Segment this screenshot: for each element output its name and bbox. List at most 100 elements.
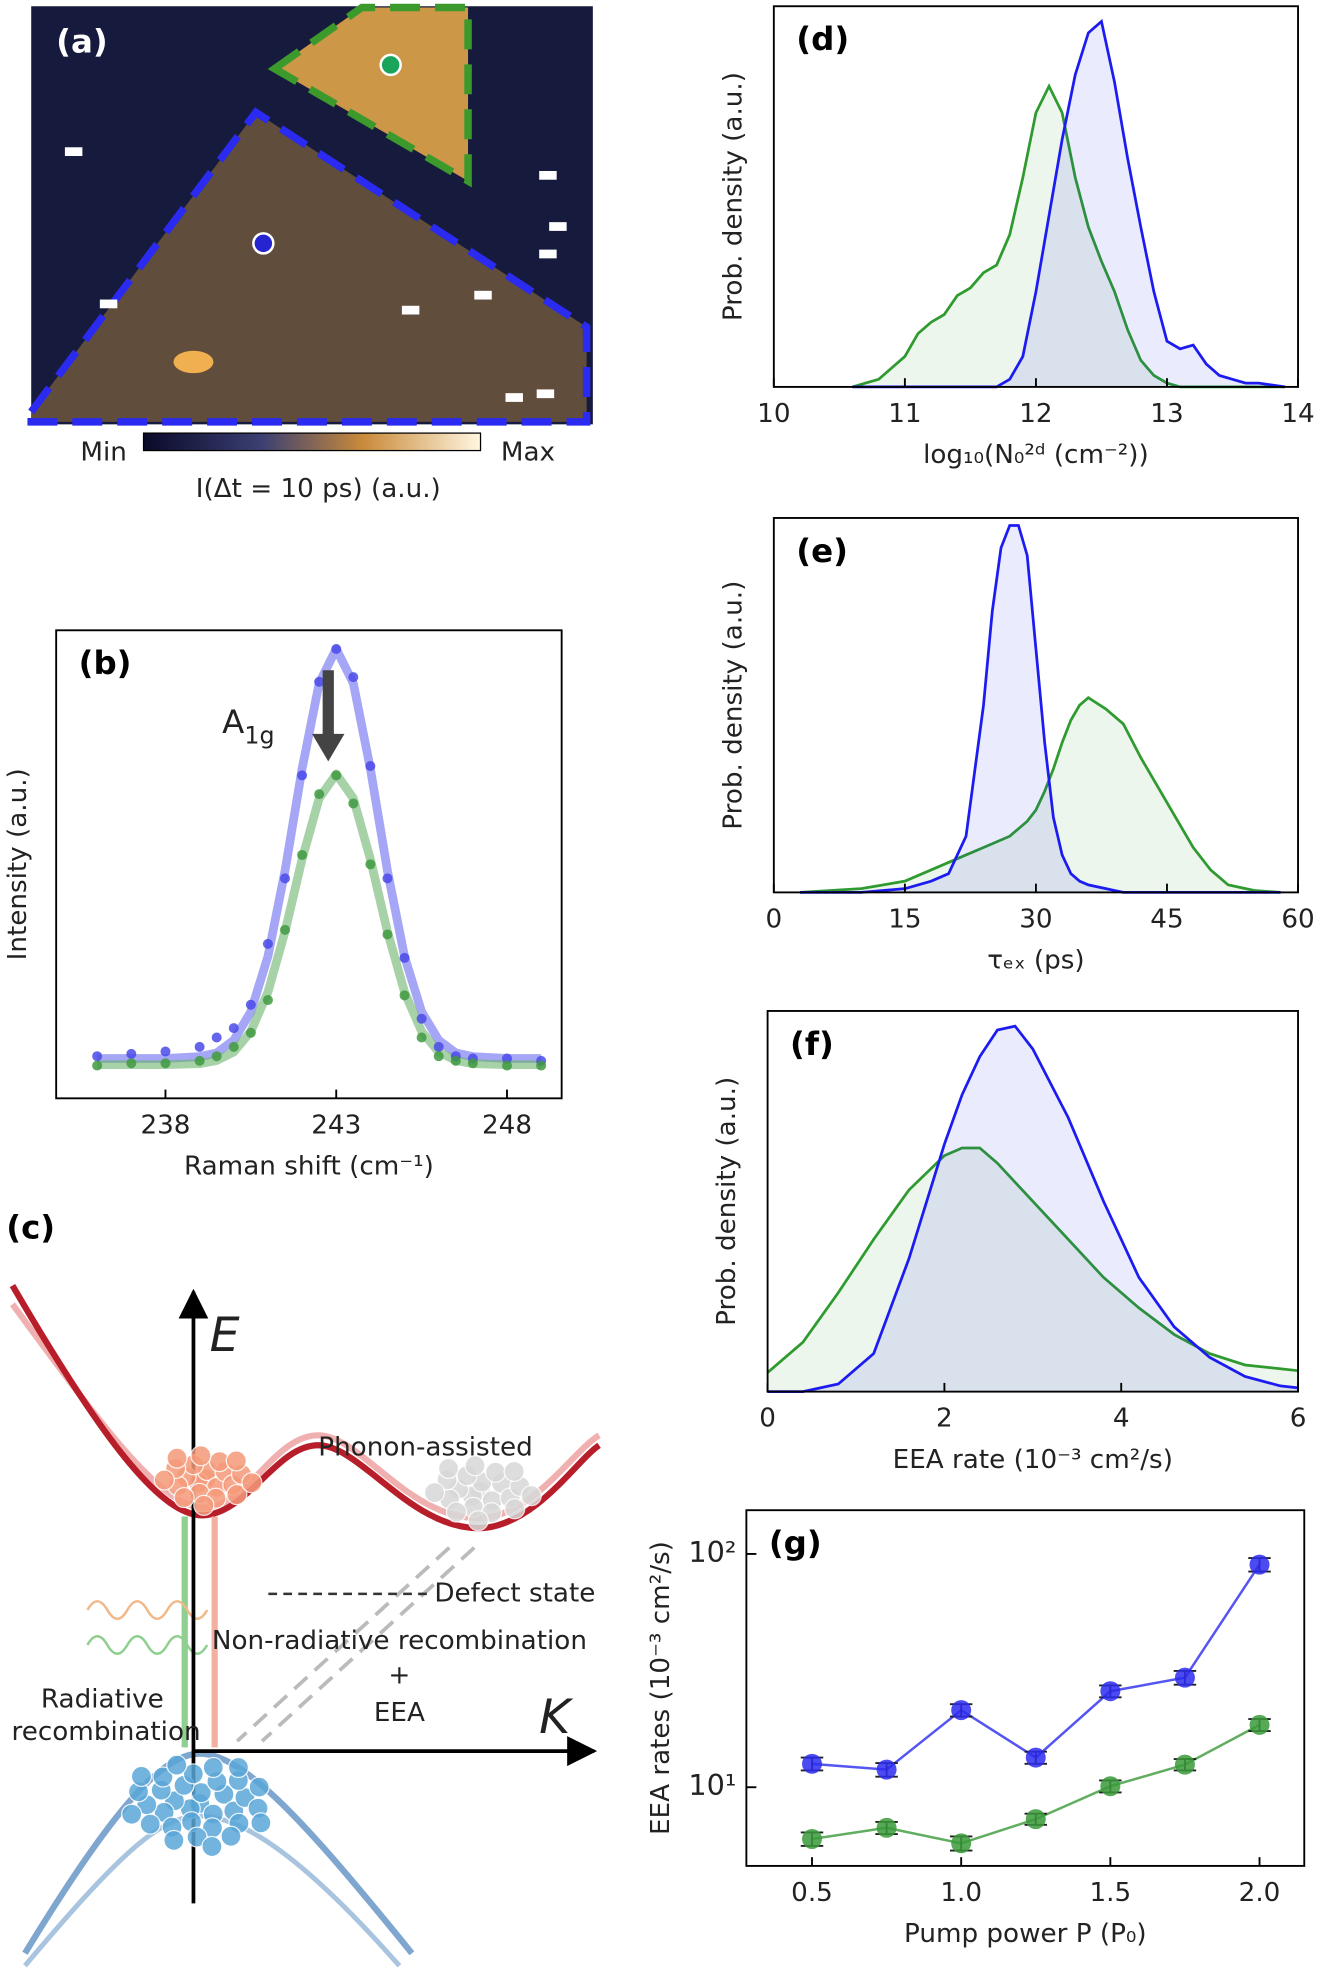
data-point [297,770,308,781]
mask [536,389,555,399]
data-point [126,1058,137,1069]
data-point [1249,1714,1270,1735]
data-point [245,999,256,1010]
data-point [331,770,342,781]
particle [503,1460,525,1483]
photon-wave [86,1635,209,1655]
x-tick-label: 13 [1150,399,1183,429]
x-tick-label: 10 [757,399,790,429]
panel-label: (e) [796,532,848,570]
valence-band [22,1750,415,1956]
data-point [802,1753,822,1774]
particle [193,1494,215,1517]
data-point [228,1023,239,1034]
data-point [280,924,290,935]
hotspot [173,350,214,374]
mask [401,305,420,315]
data-point [536,1060,547,1071]
eea-arrow [260,1546,476,1743]
data-point [211,1032,222,1043]
region-large-outline [27,107,591,426]
particle [504,1498,526,1520]
marker-green [379,53,402,77]
panel-label: (b) [79,644,132,682]
data-point [1249,1554,1270,1575]
x-tick-label: 14 [1281,399,1314,429]
x-tick-label: 2.0 [1239,1878,1281,1908]
mask [474,290,492,300]
y-axis-label: Prob. density (a.u.) [718,581,748,830]
region-small [274,7,469,181]
particle [248,1776,270,1798]
particle [139,1813,161,1835]
particle [484,1461,507,1483]
data-point [433,1051,444,1062]
defect-label: Defect state [434,1578,595,1608]
particle [220,1825,242,1847]
x-tick-label: 45 [1150,904,1183,934]
mask [99,299,118,309]
plus-label: + [388,1661,410,1691]
colorbar-label: Min [80,438,127,468]
x-tick-label: 12 [1019,399,1052,429]
colorbar [142,432,482,452]
data-point [876,1817,897,1838]
radiative-label: Radiative [41,1684,164,1714]
data-point [1174,1667,1195,1688]
region-large [31,112,587,422]
particle [250,1812,272,1834]
data-point [331,644,342,655]
x-tick-label: 0 [759,1404,776,1434]
particle [464,1455,486,1477]
y-axis-label: Prob. density (a.u.) [712,1077,742,1326]
data-point [876,1759,897,1780]
data-point [382,929,393,940]
fit-line [97,644,542,1063]
heatmap-panel: (a) Min Max I(Δt = 10 ps) (a.u.) [27,3,593,504]
x-tick-label: 0.5 [791,1878,833,1908]
particle [173,1486,195,1509]
panel-label: (g) [769,1524,822,1562]
band-diagram: (c) E K Phonon-assisted Defect state Non… [6,1208,601,1968]
data-point [126,1048,137,1059]
data-point [416,1013,427,1024]
data-point [194,1055,205,1066]
x-axis-label: EEA rate (10⁻³ cm²/s) [893,1445,1173,1475]
density-line [767,1024,1299,1394]
data-point [297,849,308,860]
y-axis-label: Prob. density (a.u.) [718,72,748,321]
data-point [314,676,325,687]
data-point [1025,1747,1046,1768]
colorbar-label: Max [501,438,555,468]
phonon-label: Phonon-assisted [318,1432,532,1462]
mask [505,393,523,402]
y-tick-label: 10¹ [688,1768,736,1802]
plot-panel: 0 2 4 6 EEA rate (10⁻³ cm²/s) Prob. density (… [712,1010,1306,1475]
annotation-sub: 1g [244,721,274,749]
particle [227,1756,250,1779]
mask [549,222,567,231]
data-point [1100,1776,1121,1797]
photon-wave [86,1600,209,1621]
data-point [502,1053,512,1064]
data-point [951,1700,972,1721]
data-point [1100,1681,1121,1702]
x-tick-label: 15 [888,904,921,934]
y-axis-label: EEA rates (10⁻³ cm²/s) [646,1541,676,1835]
data-point [228,1041,239,1052]
x-tick-label: 238 [140,1110,190,1140]
data-point [433,1041,444,1052]
panel-label: (d) [796,20,849,58]
particle [423,1481,446,1504]
particle [202,1756,224,1779]
particle [520,1484,542,1507]
data-point [92,1060,103,1071]
data-point [245,1027,256,1038]
axes-frame [745,1509,1306,1867]
data-point [416,1032,427,1043]
density-area [800,697,1281,893]
x-tick-label: 1.0 [940,1878,982,1908]
y-tick-label: 10² [688,1535,736,1569]
